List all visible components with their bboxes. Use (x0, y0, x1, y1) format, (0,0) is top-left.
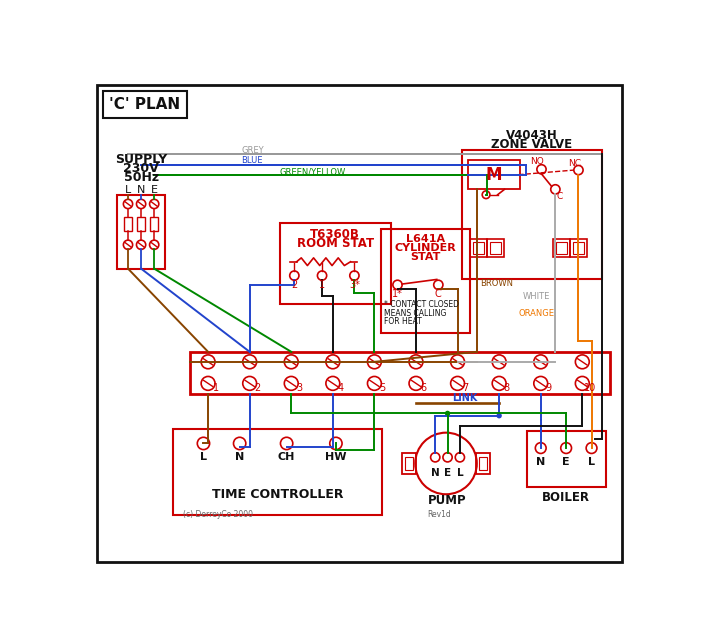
Text: Rev1d: Rev1d (427, 510, 451, 519)
Text: 5: 5 (379, 383, 385, 393)
Text: 6: 6 (420, 383, 427, 393)
Text: ORANGE: ORANGE (518, 309, 555, 318)
Text: N: N (235, 453, 244, 462)
Text: 7: 7 (462, 383, 468, 393)
Text: BOILER: BOILER (542, 491, 590, 504)
Text: E: E (562, 457, 570, 467)
Text: 230V: 230V (124, 162, 159, 175)
Text: V4043H: V4043H (505, 129, 557, 142)
Text: 2: 2 (291, 280, 298, 290)
Text: 10: 10 (584, 383, 596, 393)
Text: M: M (486, 166, 502, 184)
Text: NC: NC (568, 159, 581, 168)
Text: 'C' PLAN: 'C' PLAN (110, 97, 180, 112)
Text: 4: 4 (338, 383, 343, 393)
Text: L641A: L641A (406, 233, 445, 244)
Text: ZONE VALVE: ZONE VALVE (491, 138, 572, 151)
Text: 3*: 3* (349, 280, 360, 290)
Text: FOR HEAT: FOR HEAT (385, 317, 422, 326)
Text: 50Hz: 50Hz (124, 171, 159, 185)
Text: L: L (588, 457, 595, 467)
Text: N: N (431, 468, 439, 478)
Text: MEANS CALLING: MEANS CALLING (385, 309, 446, 318)
Text: (c) DerreyCo 2000: (c) DerreyCo 2000 (183, 510, 253, 519)
Text: BLUE: BLUE (241, 156, 263, 165)
Text: ROOM STAT: ROOM STAT (296, 237, 373, 250)
Circle shape (445, 411, 450, 416)
Text: GREEN/YELLOW: GREEN/YELLOW (279, 167, 346, 176)
Text: 3: 3 (296, 383, 302, 393)
Text: E: E (151, 185, 158, 195)
Text: SUPPLY: SUPPLY (115, 153, 167, 166)
Text: 1*: 1* (392, 289, 403, 299)
Text: N: N (137, 185, 145, 195)
Circle shape (496, 413, 502, 419)
Text: L: L (125, 185, 131, 195)
Text: * CONTACT CLOSED: * CONTACT CLOSED (385, 301, 459, 310)
Text: TIME CONTROLLER: TIME CONTROLLER (211, 488, 343, 501)
Text: 9: 9 (545, 383, 552, 393)
Text: L: L (200, 453, 207, 462)
Text: C: C (557, 192, 563, 201)
Text: WHITE: WHITE (523, 292, 550, 301)
Text: 2: 2 (254, 383, 260, 393)
Text: 1: 1 (319, 280, 325, 290)
Text: CH: CH (278, 453, 296, 462)
Text: 1: 1 (213, 383, 219, 393)
Text: HW: HW (325, 453, 347, 462)
Text: T6360B: T6360B (310, 228, 360, 240)
Text: E: E (444, 468, 451, 478)
Text: STAT: STAT (410, 252, 440, 262)
Text: BROWN: BROWN (480, 279, 513, 288)
Text: NO: NO (530, 157, 544, 166)
Text: PUMP: PUMP (428, 494, 467, 507)
Text: N: N (536, 457, 545, 467)
Text: C: C (435, 289, 442, 299)
Text: GREY: GREY (241, 146, 264, 154)
Text: LINK: LINK (453, 393, 478, 403)
Text: CYLINDER: CYLINDER (395, 243, 456, 253)
Text: L: L (456, 468, 463, 478)
Text: 8: 8 (504, 383, 510, 393)
